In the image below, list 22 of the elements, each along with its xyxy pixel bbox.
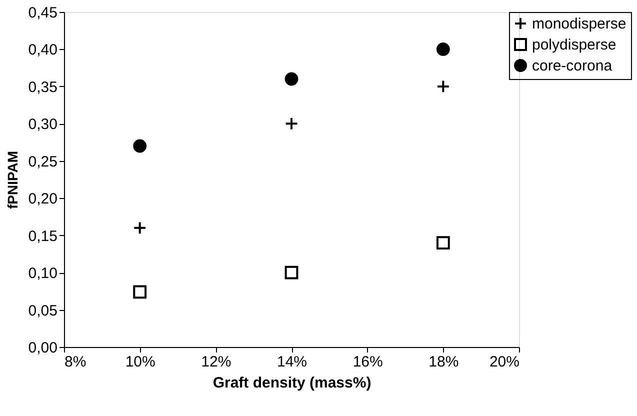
legend-label: polydisperse	[532, 36, 616, 54]
y-tick-label: 0,45	[28, 4, 58, 22]
y-tick-label: 0,20	[28, 190, 58, 208]
x-tick-label: 20%	[489, 354, 520, 370]
y-tick-label: 0,15	[28, 228, 58, 245]
x-tick-label: 8%	[64, 354, 86, 370]
x-tick-label: 14%	[276, 354, 308, 370]
x-axis-title: Graft density (mass%)	[212, 374, 372, 392]
y-tick-label: 0,05	[28, 302, 58, 320]
x-tick-label: 16%	[352, 354, 383, 370]
x-tick-label: 12%	[201, 354, 232, 370]
y-tick-label: 0,35	[28, 78, 58, 96]
y-tick-label: 0,30	[28, 116, 58, 134]
legend-label: core-corona	[532, 58, 613, 74]
x-tick-label: 18%	[428, 354, 459, 370]
y-tick-label: 0,25	[28, 153, 58, 170]
y-axis-title: fPNIPAM	[4, 150, 20, 210]
y-tick-label: 0,10	[28, 265, 58, 282]
legend-label: monodisperse	[532, 16, 626, 32]
y-tick-label: 0,40	[28, 42, 58, 59]
x-tick-label: 10%	[125, 354, 156, 370]
y-tick-label: 0,00	[28, 340, 58, 356]
